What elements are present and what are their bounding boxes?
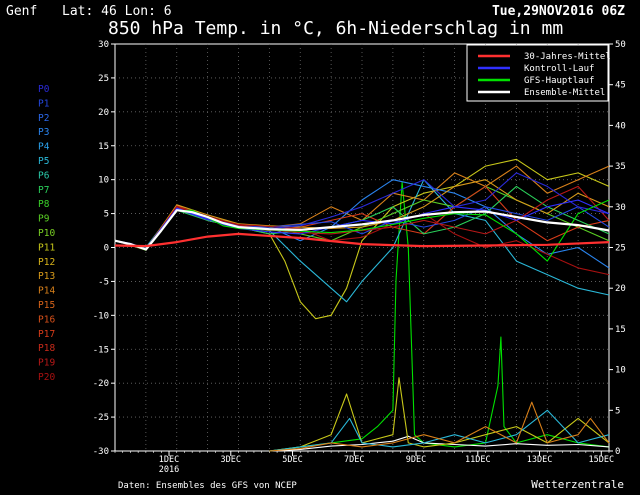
coords-label: Lat: 46 Lon: 6 — [62, 4, 172, 19]
member-label-p15: P15 — [38, 300, 55, 311]
right-axis-tick-label: 25 — [615, 244, 626, 254]
member-label-p14: P14 — [38, 286, 55, 297]
left-axis-tick-label: -30 — [93, 447, 109, 457]
brand-label: Wetterzentrale — [531, 478, 624, 491]
left-axis-tick-label: 25 — [98, 74, 109, 84]
left-axis-tick-label: 0 — [104, 244, 109, 254]
member-label-p6: P6 — [38, 170, 50, 181]
precip-line-niederschlag-p14 — [269, 401, 610, 452]
precip-line-niederschlag-p11 — [269, 377, 610, 452]
member-label-p10: P10 — [38, 228, 55, 239]
left-axis-tick-label: 20 — [98, 108, 109, 118]
x-axis-tick-label: 3DEC — [221, 455, 241, 465]
left-axis-tick-label: -5 — [98, 277, 109, 287]
right-axis-tick-label: 35 — [615, 162, 626, 172]
member-label-p2: P2 — [38, 113, 49, 124]
right-axis-tick-label: 20 — [615, 284, 626, 294]
member-label-p4: P4 — [38, 142, 50, 153]
legend-label-ensemble-mean: Ensemble-Mittel — [524, 88, 605, 98]
member-label-p5: P5 — [38, 156, 49, 167]
member-label-p13: P13 — [38, 271, 55, 282]
x-axis-tick-label: 1DEC — [159, 455, 179, 465]
right-axis-tick-label: 15 — [615, 325, 626, 335]
right-axis-tick-label: 0 — [615, 447, 620, 457]
temp-line-p0 — [114, 172, 610, 251]
left-axis-tick-label: -20 — [93, 379, 109, 389]
x-axis-tick-label: 5DEC — [282, 455, 302, 465]
member-label-p11: P11 — [38, 242, 55, 253]
member-label-p18: P18 — [38, 343, 55, 354]
x-axis-tick-label: 7DEC — [344, 455, 364, 465]
member-label-p17: P17 — [38, 329, 55, 340]
x-axis-tick-label: 9DEC — [406, 455, 426, 465]
member-label-p8: P8 — [38, 199, 50, 210]
temp-line-kontroll-lauf — [114, 199, 610, 250]
left-axis-tick-label: 15 — [98, 142, 109, 152]
location-label: Genf — [6, 4, 37, 19]
member-label-p1: P1 — [38, 98, 50, 109]
left-axis-tick-label: -25 — [93, 413, 109, 423]
member-list: P0 P1 P2 P3 P4 P5 P6 P7 P8 P9 P10 P11 P12 P13 P14 P15 P1… — [38, 84, 55, 383]
member-label-p12: P12 — [38, 257, 55, 268]
legend-label-climate: 30-Jahres-Mittel — [524, 52, 611, 62]
left-axis-tick-label: 30 — [98, 40, 109, 50]
temperature-series — [114, 158, 610, 320]
precip-line-niederschlag-gfs-hauptlauf — [269, 181, 610, 452]
source-label: Daten: Ensembles des GFS von NCEP — [118, 481, 297, 491]
plot-area — [114, 43, 610, 452]
member-label-p16: P16 — [38, 314, 55, 325]
left-axis-tick-label: -10 — [93, 311, 109, 321]
temp-line-p13 — [114, 179, 610, 251]
x-axis-tick-label: 13DEC — [527, 455, 553, 465]
axes: 302520151050-5-10-15-20-25-3050454035302… — [93, 40, 626, 475]
member-label-p20: P20 — [38, 372, 55, 383]
left-axis-tick-label: 10 — [98, 176, 109, 186]
right-axis-tick-label: 40 — [615, 121, 626, 131]
member-label-p3: P3 — [38, 127, 49, 138]
temp-line-30-jahres-mittel — [114, 232, 610, 248]
x-axis-tick-label: 15DEC — [588, 455, 614, 465]
legend-label-control: Kontroll-Lauf — [524, 64, 594, 74]
member-label-p0: P0 — [38, 84, 50, 95]
right-axis-tick-label: 10 — [615, 366, 626, 376]
run-time-label: Tue,29NOV2016 06Z — [492, 4, 625, 19]
member-label-p9: P9 — [38, 214, 50, 225]
right-axis-tick-label: 45 — [615, 81, 626, 91]
legend: 30-Jahres-Mittel Kontroll-Lauf GFS-Haupt… — [466, 44, 611, 102]
left-axis-tick-label: -15 — [93, 345, 109, 355]
x-axis-tick-label: 11DEC — [465, 455, 491, 465]
chart-title: 850 hPa Temp. in °C, 6h-Niederschlag in … — [108, 18, 563, 39]
right-axis-tick-label: 30 — [615, 203, 626, 213]
member-label-p19: P19 — [38, 358, 55, 369]
precipitation-series — [269, 181, 610, 452]
member-label-p7: P7 — [38, 185, 49, 196]
legend-label-main-run: GFS-Hauptlauf — [524, 76, 594, 86]
right-axis-tick-label: 50 — [615, 40, 626, 50]
x-axis-year-label: 2016 — [159, 465, 179, 475]
left-axis-tick-label: 5 — [104, 210, 109, 220]
right-axis-tick-label: 5 — [615, 406, 620, 416]
temp-line-ensemble-mittel — [114, 209, 610, 251]
